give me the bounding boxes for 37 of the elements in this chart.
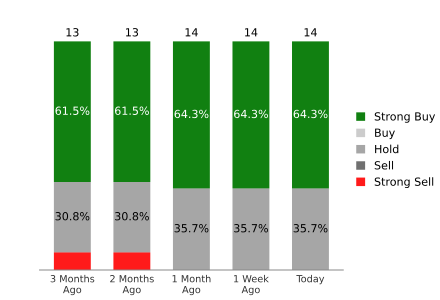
x-tick-label: 1 Month Ago (172, 274, 210, 296)
bar (113, 182, 150, 252)
bar (232, 41, 270, 188)
annotation: 13 (66, 28, 79, 36)
x-tick-label: 3 Months Ago (50, 274, 94, 296)
data-label: 30.8% (56, 212, 90, 220)
bar (113, 41, 150, 182)
bar (172, 188, 210, 270)
legend-label: Buy (375, 128, 395, 140)
x-tick-label: 1 Week Ago (234, 274, 269, 296)
bar (54, 252, 91, 270)
data-label: 35.7% (294, 224, 328, 232)
x-tick-label: Today (296, 274, 324, 284)
data-label: 64.3% (174, 110, 208, 118)
bar (172, 41, 210, 188)
data-label: 61.5% (115, 106, 149, 115)
annotation: 14 (186, 28, 198, 36)
data-label: 64.3% (294, 110, 328, 118)
bar (54, 41, 91, 182)
data-label: 61.5% (55, 106, 90, 115)
annotation: 14 (304, 28, 317, 36)
legend-label: Sell (374, 160, 394, 170)
data-label: 35.7% (234, 224, 268, 232)
data-label: 64.3% (234, 110, 268, 118)
bar (292, 41, 329, 188)
data-label: 30.8% (115, 212, 149, 220)
legend-label: Hold (375, 144, 398, 154)
bar (292, 188, 329, 270)
annotation: 13 (126, 28, 138, 36)
bar (54, 182, 91, 252)
legend-label: Strong Sell (374, 177, 434, 188)
bar (113, 252, 150, 270)
bar (232, 188, 270, 270)
data-label: 35.7% (174, 224, 208, 232)
legend-label: Strong Buy (374, 112, 436, 123)
annotation: 14 (245, 28, 258, 36)
x-tick-label: 2 Months Ago (110, 274, 154, 296)
